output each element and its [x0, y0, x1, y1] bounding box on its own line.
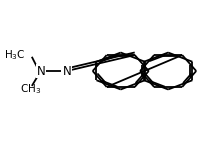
Text: CH$_3$: CH$_3$ — [19, 82, 41, 96]
Text: H$_3$C: H$_3$C — [4, 48, 26, 62]
Text: N: N — [62, 64, 71, 78]
Text: N: N — [36, 64, 45, 78]
